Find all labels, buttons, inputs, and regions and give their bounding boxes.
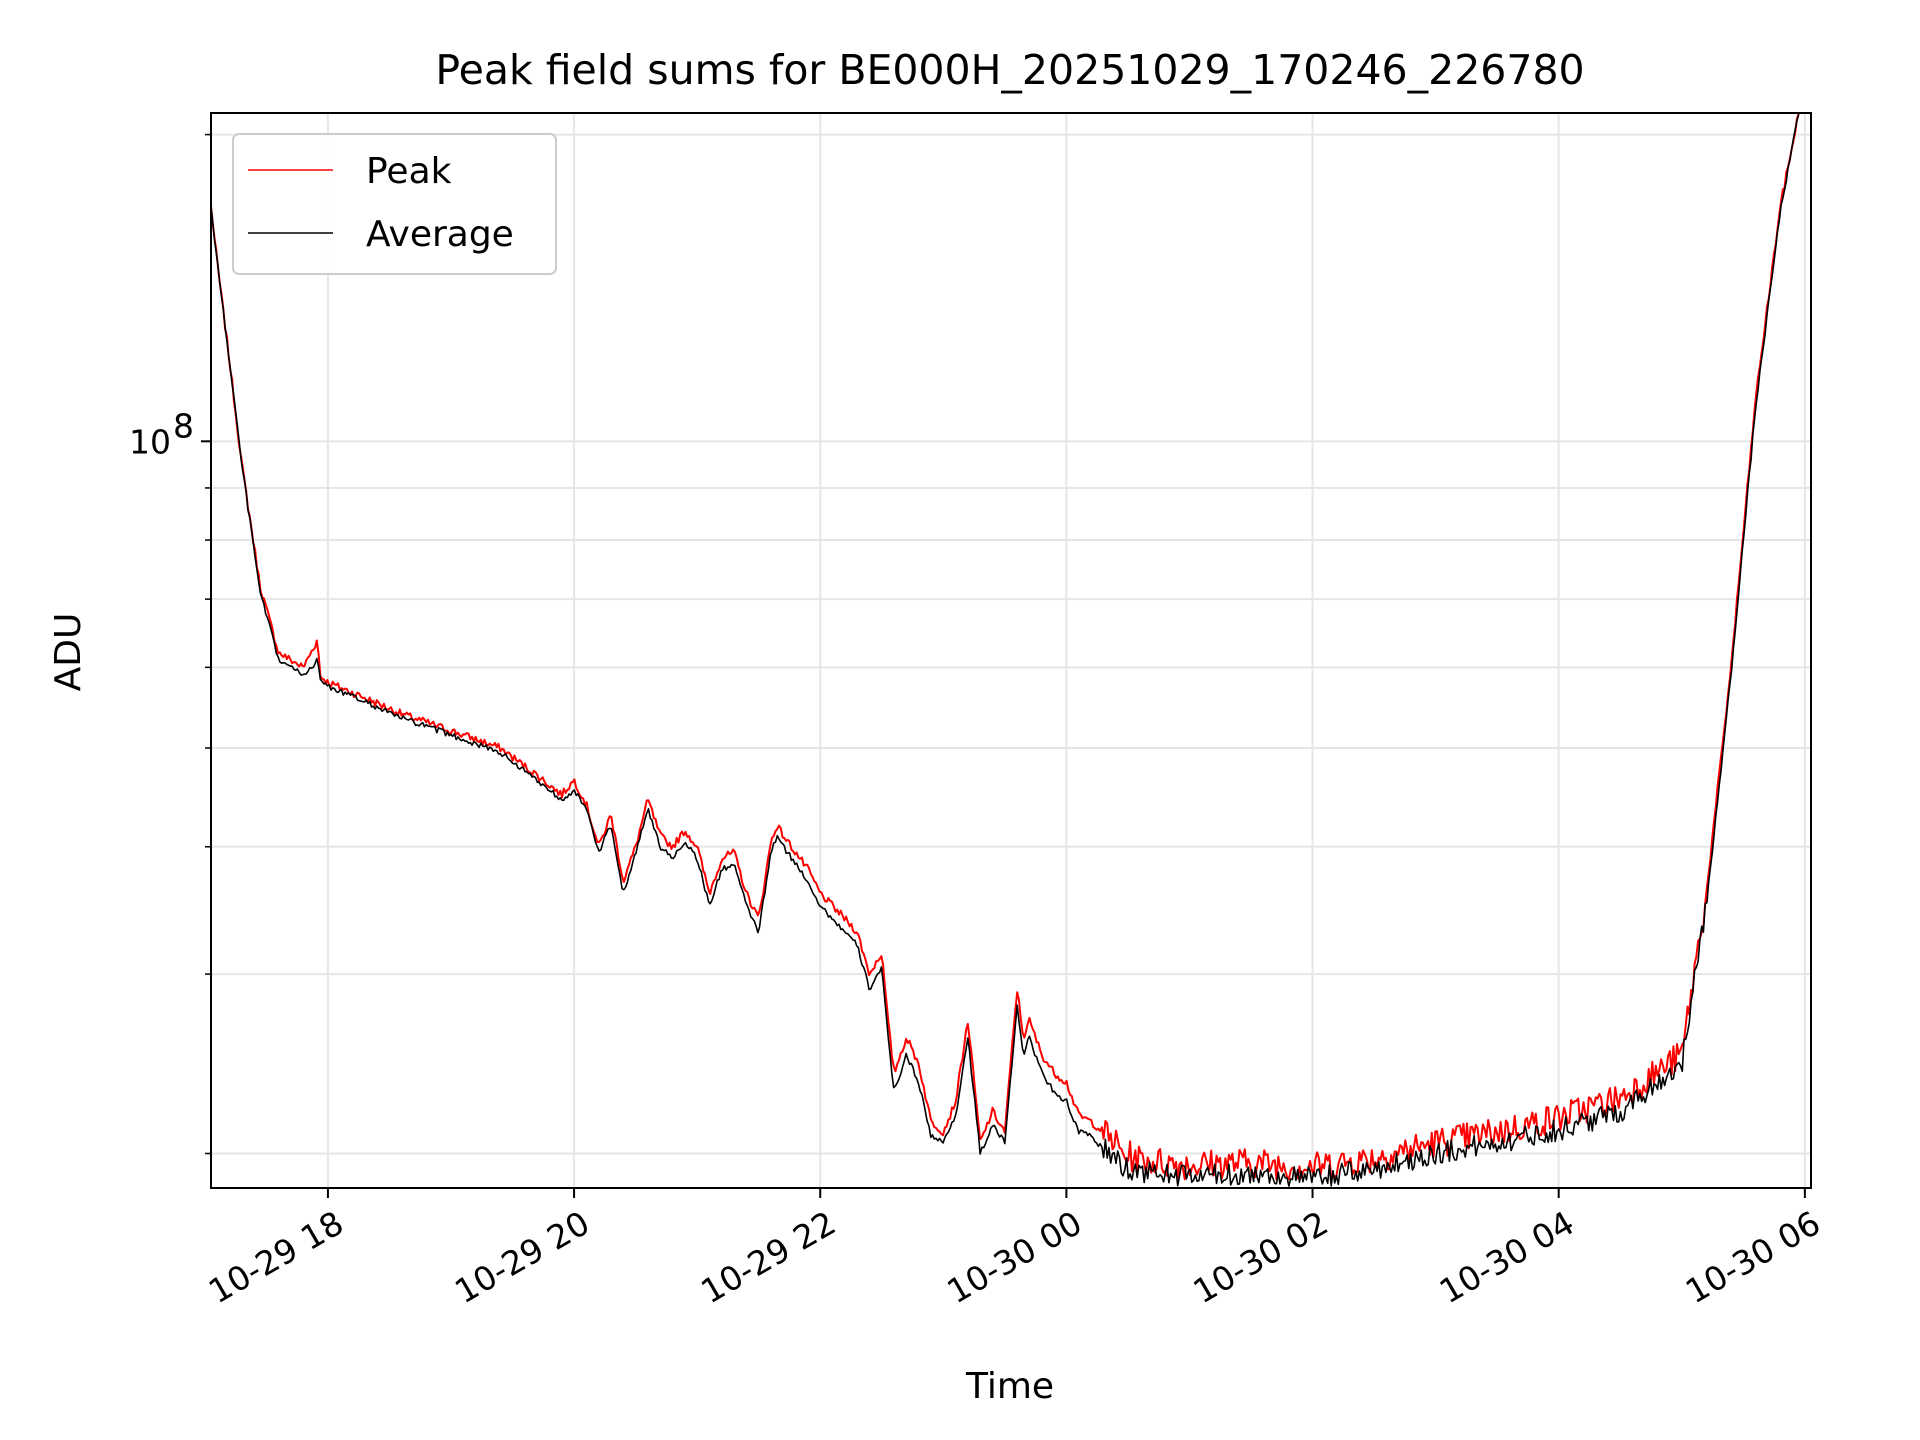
x-axis-label: Time	[965, 1366, 1054, 1407]
y-tick-label-exponent: 8	[173, 406, 194, 445]
legend-peak-label: Peak	[366, 151, 452, 192]
legend-box	[232, 133, 557, 275]
y-axis: 10 8	[129, 133, 211, 1155]
y-tick-label-base: 10	[129, 422, 171, 461]
plot-frame	[210, 112, 1812, 1189]
legend-average-label: Average	[366, 214, 514, 255]
y-axis-label: ADU	[48, 613, 89, 692]
series-line-peak	[210, 113, 1800, 1181]
series-layer	[210, 113, 1800, 1187]
series-line-average	[210, 114, 1800, 1187]
grid	[211, 113, 1811, 1188]
chart-title: Peak field sums for BE000H_20251029_1702…	[435, 46, 1584, 94]
legend: Peak Average	[232, 133, 557, 275]
